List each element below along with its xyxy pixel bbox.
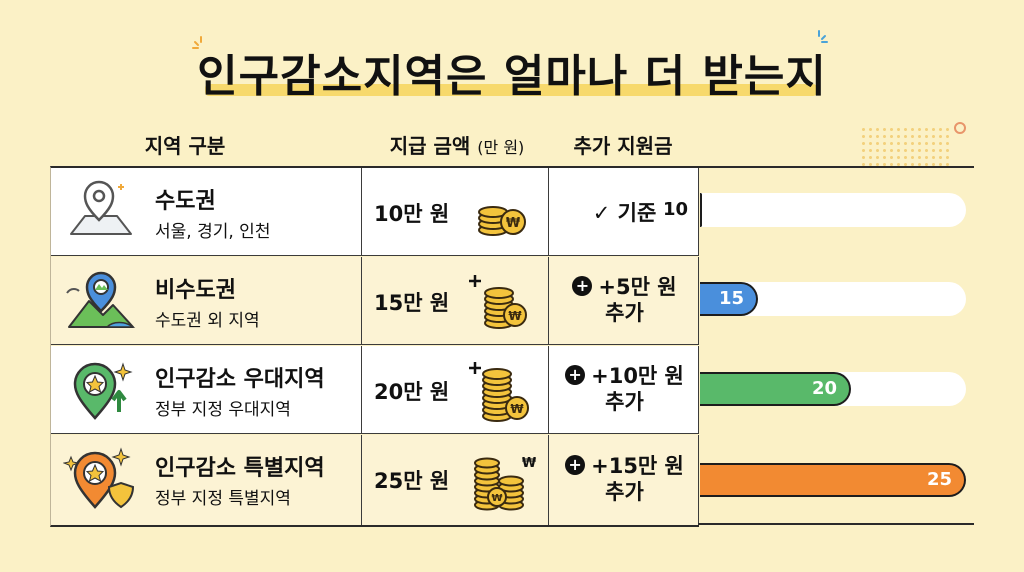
coin-stack-plus-icon: ₩: [469, 275, 527, 329]
region-detail: 정부 지정 우대지역: [155, 400, 291, 420]
bar-fill: 25: [700, 463, 966, 497]
bar-track: 25: [700, 463, 966, 497]
extra-support-suffix: 추가: [605, 301, 644, 325]
coin-stack-plus-icon: ₩: [469, 362, 529, 422]
region-name: 비수도권: [155, 278, 236, 303]
svg-text:₩: ₩: [491, 493, 502, 504]
svg-text:₩: ₩: [508, 309, 522, 323]
amount-value: 25만 원: [374, 469, 450, 493]
star-pin-icon: [73, 362, 133, 420]
bar-track: 20: [700, 372, 966, 406]
extra-support: ✓ 기준: [592, 201, 657, 225]
header-amount: 지급 금액 (만 원): [389, 134, 525, 158]
page-title: 인구감소지역은 얼마나 더 받는지: [197, 51, 827, 102]
plus-circle-icon: +: [565, 455, 586, 475]
bar-value-label: 25: [926, 469, 952, 490]
bar-fill: 15: [700, 282, 758, 316]
map-pin-icon: [70, 180, 132, 235]
region-name: 수도권: [155, 189, 216, 214]
region-detail: 정부 지정 특별지역: [155, 489, 291, 509]
svg-text:₩: ₩: [506, 216, 521, 231]
svg-text:₩: ₩: [510, 402, 524, 416]
dot-pattern-decoration: [860, 126, 950, 170]
coin-stack-icon: ₩: [478, 206, 526, 236]
region-name: 인구감소 특별지역: [155, 456, 325, 481]
amount-value: 10만 원: [374, 202, 450, 226]
table-row: 수도권 서울, 경기, 인천 10만 원 ₩ ✓ 기준: [51, 168, 699, 256]
region-detail: 서울, 경기, 인천: [155, 222, 271, 242]
svg-text:₩: ₩: [522, 456, 537, 471]
bar-area-bottom-rule: [698, 523, 974, 525]
extra-support: + +10만 원: [549, 363, 700, 389]
extra-support: + +5만 원: [549, 274, 700, 300]
support-table: 수도권 서울, 경기, 인천 10만 원 ₩ ✓ 기준: [50, 166, 699, 527]
plus-circle-icon: +: [565, 365, 586, 385]
coin-stacks-icon: ₩ ₩: [474, 456, 537, 511]
extra-support-suffix: 추가: [605, 480, 644, 504]
table-row: 인구감소 특별지역 정부 지정 특별지역 25만 원 ₩ ₩ + +15만 원 추…: [51, 435, 699, 525]
bar-track: 15: [700, 282, 966, 316]
header-extra: 추가 지원금: [573, 134, 673, 158]
bar-area-top-rule: [698, 166, 974, 168]
amount-value: 15만 원: [374, 291, 450, 315]
region-name: 인구감소 우대지역: [155, 367, 325, 392]
title-underline: [205, 84, 817, 96]
sparkle-icon: [818, 30, 828, 43]
header-region: 지역 구분: [144, 134, 226, 158]
bar-value-label: 10: [662, 199, 688, 220]
sparkle-icon: [192, 36, 202, 49]
table-row: 비수도권 수도권 외 지역 15만 원 ₩ + +5만 원 추가: [51, 257, 699, 345]
amount-value: 20만 원: [374, 380, 450, 404]
bar-value-label: 15: [718, 288, 744, 309]
plus-circle-icon: +: [572, 276, 593, 296]
circle-decoration: [954, 122, 966, 134]
table-row: 인구감소 우대지역 정부 지정 우대지역 20만 원 ₩ + +10만 원 추가: [51, 346, 699, 434]
bar-value-label: 20: [811, 378, 837, 399]
bar-fill: 10: [663, 193, 702, 227]
mountain-pin-icon: [66, 271, 136, 328]
shield-star-pin-icon: [63, 447, 135, 509]
extra-support-suffix: 추가: [605, 390, 644, 414]
region-detail: 수도권 외 지역: [155, 311, 260, 331]
bar-fill: 20: [700, 372, 851, 406]
extra-support: + +15만 원: [549, 453, 700, 479]
bar-track: 10: [663, 193, 966, 227]
